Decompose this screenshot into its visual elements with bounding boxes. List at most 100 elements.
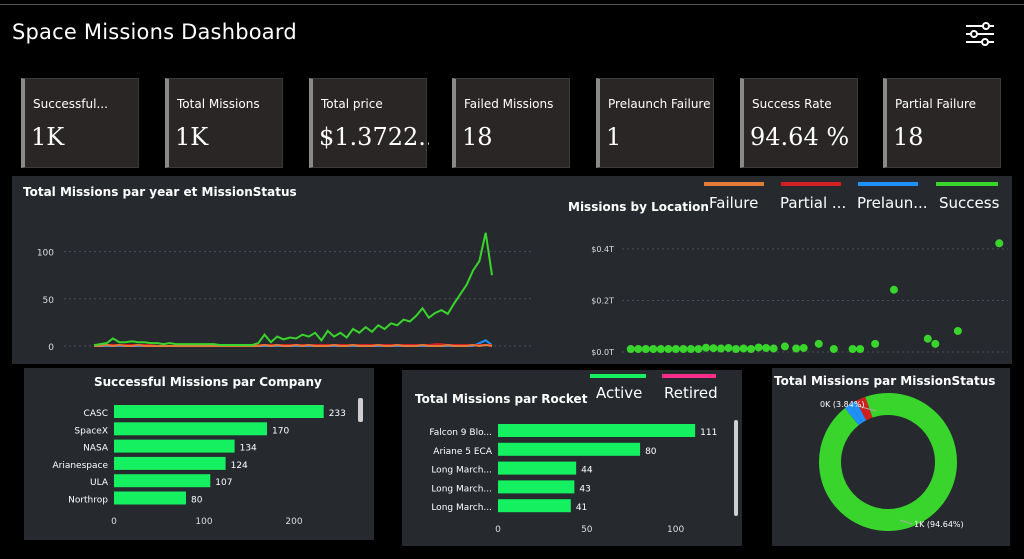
kpi-value: 18 — [893, 123, 924, 151]
kpi-label: Success Rate — [752, 97, 832, 111]
kpi-value: 94.64 % — [750, 123, 850, 151]
data-label: 170 — [272, 426, 289, 436]
scatter-point — [679, 345, 688, 353]
kpi-card-successful[interactable]: Successful... 1K — [21, 78, 139, 168]
y-tick-label: $0.0T — [591, 348, 614, 357]
scatter-point — [923, 334, 932, 343]
company-bar-chart[interactable]: CASC 233 SpaceX 170 NASA 134 Arianespace 124 ULA… — [24, 368, 374, 540]
scatter-chart[interactable]: $0.0T $0.2T $0.4T — [562, 176, 1012, 364]
legend-swatch-prelaunch — [858, 182, 918, 186]
data-label: 107 — [215, 478, 232, 488]
legend-item-failure[interactable]: Failure — [709, 194, 759, 212]
kpi-value: 1 — [606, 123, 622, 151]
donut-label: 0K (3.84%) — [820, 400, 865, 409]
kpi-card-failed-missions[interactable]: Failed Missions 18 — [452, 78, 570, 168]
rocket-panel: Total Missions par Rocket Active Retired… — [402, 370, 742, 546]
data-label: 134 — [240, 444, 257, 454]
donut-slice — [855, 399, 869, 421]
category-label: CASC — [84, 409, 108, 419]
line-chart-title: Total Missions par year et MissionStatus — [23, 185, 297, 199]
data-label: 80 — [645, 447, 657, 457]
kpi-value: 1K — [175, 123, 209, 151]
status-donut-chart[interactable]: 0K (3.84%) 1K (94.64%) — [772, 368, 1010, 546]
scatter-point — [799, 343, 808, 352]
category-label: Arianespace — [52, 461, 108, 471]
legend-item-success[interactable]: Success — [939, 194, 1000, 212]
kpi-card-partial-failure[interactable]: Partial Failure 18 — [883, 78, 1001, 168]
line-chart[interactable]: 0 50 100 — [12, 176, 552, 364]
series-line-success — [93, 232, 493, 347]
scrollbar-thumb — [358, 398, 363, 422]
legend-item-prelaunch[interactable]: Prelaun... — [857, 194, 928, 212]
data-label: 111 — [700, 428, 717, 438]
bar — [114, 439, 235, 453]
legend-item-partial[interactable]: Partial ... — [780, 194, 847, 212]
data-label: 43 — [579, 484, 590, 494]
category-label: Long March... — [431, 503, 492, 513]
scatter-point — [634, 345, 643, 353]
category-label: Falcon 9 Blo... — [429, 428, 492, 438]
legend-item-active[interactable]: Active — [596, 384, 643, 402]
kpi-label: Total price — [321, 97, 383, 111]
bar — [498, 442, 641, 456]
scatter-point — [769, 344, 778, 353]
legend-item-retired[interactable]: Retired — [664, 384, 718, 402]
label-leader — [899, 519, 913, 525]
scatter-point — [814, 339, 823, 348]
bar — [114, 474, 211, 488]
y-tick-label: 0 — [48, 343, 54, 353]
legend-swatch-partial — [781, 182, 841, 186]
data-label: 41 — [576, 503, 587, 513]
y-tick-label: $0.4T — [591, 245, 614, 254]
scatter-point — [931, 339, 940, 348]
scatter-point — [953, 326, 962, 335]
legend-swatch-failure — [704, 182, 764, 186]
kpi-card-total-price[interactable]: Total price $1.3722... — [309, 78, 429, 168]
scatter-point — [995, 239, 1004, 248]
scatter-point — [717, 344, 725, 353]
rocket-bar-chart[interactable]: Falcon 9 Blo... 111 Ariane 5 ECA 80 Long Mar… — [402, 370, 742, 546]
x-tick-label: 200 — [285, 517, 302, 527]
scatter-point — [649, 345, 658, 353]
kpi-label: Total Missions — [177, 97, 260, 111]
scatter-point — [626, 345, 635, 353]
scatter-point — [724, 343, 733, 352]
category-label: SpaceX — [74, 426, 108, 436]
donut-slice — [850, 400, 867, 423]
scatter-point — [889, 285, 898, 294]
bar — [114, 456, 226, 470]
scatter-point — [848, 345, 857, 353]
middle-panel: Total Missions par year et MissionStatus… — [12, 176, 1012, 364]
company-panel: Successful Missions par Company CASC 233 S… — [24, 368, 374, 540]
series-line-failure — [94, 344, 493, 348]
scatter-point — [656, 345, 665, 353]
category-label: Northrop — [68, 496, 108, 506]
scatter-point — [856, 345, 865, 353]
company-chart-title: Successful Missions par Company — [94, 375, 322, 389]
page-title: Space Missions Dashboard — [12, 20, 297, 44]
x-tick-label: 100 — [667, 525, 684, 535]
x-tick-label: 0 — [495, 525, 501, 535]
category-label: Long March... — [431, 466, 492, 476]
kpi-label: Partial Failure — [895, 97, 977, 111]
scatter-point — [780, 342, 789, 351]
scatter-point — [664, 345, 673, 353]
kpi-card-total-missions[interactable]: Total Missions 1K — [165, 78, 283, 168]
bar — [498, 424, 696, 437]
filter-sliders-icon[interactable] — [963, 20, 997, 48]
data-label: 44 — [581, 466, 593, 476]
legend-swatch-retired — [662, 374, 716, 378]
category-label: Long March... — [431, 484, 492, 494]
kpi-label: Prelaunch Failure — [608, 97, 711, 111]
kpi-card-prelaunch-failure[interactable]: Prelaunch Failure 1 — [596, 78, 714, 168]
donut-label: 1K (94.64%) — [914, 520, 964, 529]
scatter-point — [762, 343, 771, 352]
donut-slice — [844, 404, 863, 426]
kpi-value: 1K — [31, 123, 65, 151]
status-chart-title: Total Missions par MissionStatus — [774, 374, 996, 388]
y-tick-label: 100 — [37, 249, 54, 259]
category-label: ULA — [90, 478, 109, 488]
scatter-point — [871, 339, 880, 348]
bar — [114, 405, 324, 418]
kpi-card-success-rate[interactable]: Success Rate 94.64 % — [740, 78, 858, 168]
